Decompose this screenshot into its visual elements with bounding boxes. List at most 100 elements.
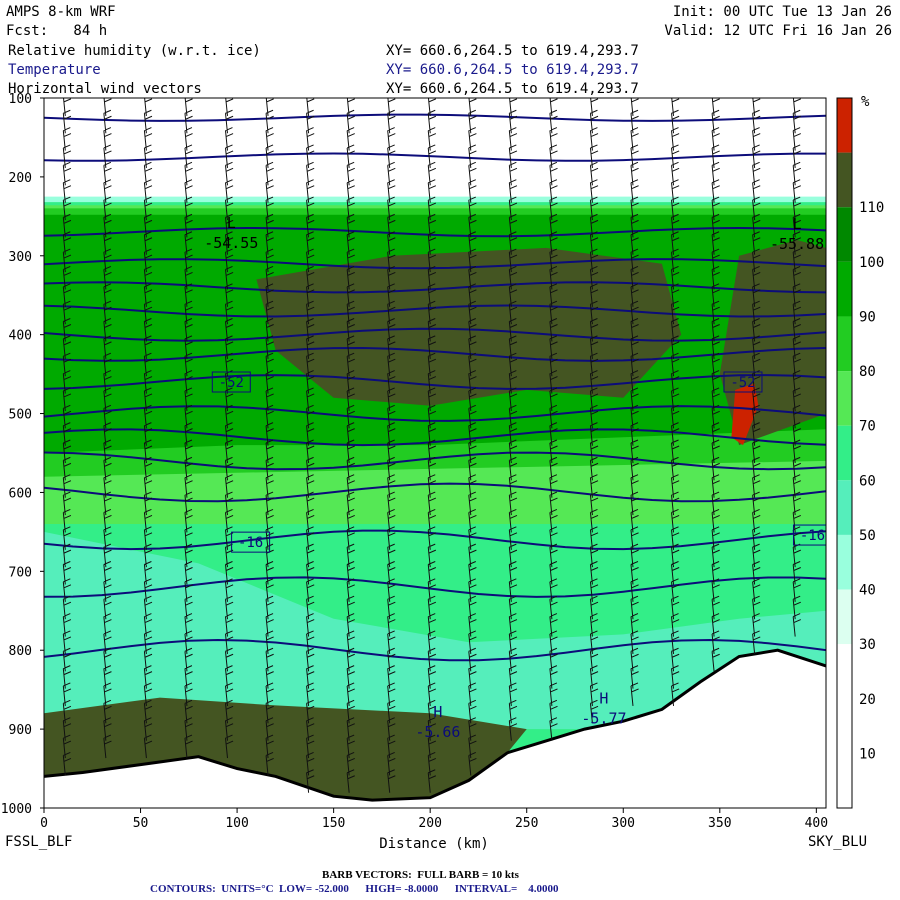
x-tick-label: 100 — [225, 816, 248, 831]
temperature-contour — [44, 482, 826, 503]
field-xy-temperature: XY= 660.6,264.5 to 619.4,293.7 — [386, 62, 639, 78]
colorbar-swatch — [837, 152, 852, 208]
y-tick-label: 600 — [9, 486, 32, 501]
temperature-contour — [44, 281, 826, 294]
colorbar-label: 80 — [859, 364, 876, 380]
x-tick-label: 400 — [805, 816, 828, 831]
contour-label-box — [231, 531, 271, 553]
colorbar-swatch — [837, 425, 852, 481]
wind-barb-path — [184, 98, 193, 759]
colorbar-swatch — [837, 753, 852, 808]
wind-barb-column — [630, 98, 639, 707]
extremum-value: -55.88 — [770, 235, 824, 253]
extremum-value: -5.66 — [415, 723, 460, 741]
wind-barb-column — [711, 98, 720, 672]
temperature-contour — [44, 374, 826, 390]
temperature-contour — [44, 405, 826, 422]
extremum-type: L — [793, 215, 802, 233]
wind-barb-path — [792, 98, 801, 637]
temperature-contour — [44, 258, 826, 270]
colorbar-swatch — [837, 98, 852, 153]
colorbar-label: 100 — [859, 255, 884, 271]
wind-barb-path — [62, 98, 72, 776]
wind-barb-path — [265, 98, 274, 776]
colorbar-label: 60 — [859, 473, 876, 489]
temperature-contour — [44, 226, 826, 238]
colorbar-unit: % — [861, 94, 870, 110]
wind-barb-path — [711, 98, 720, 672]
wind-barb-path — [387, 98, 396, 793]
temperature-contour — [44, 638, 826, 662]
x-tick-label: 350 — [708, 816, 731, 831]
y-tick-label: 200 — [9, 171, 32, 186]
temperature-contour — [44, 346, 826, 362]
extremum-type: H — [433, 703, 442, 721]
colorbar-swatch — [837, 207, 852, 262]
x-tick-label: 50 — [133, 816, 149, 831]
wind-barb-column — [346, 98, 355, 793]
field-xy-wind: XY= 660.6,264.5 to 619.4,293.7 — [386, 81, 639, 97]
wind-barb-path — [589, 98, 599, 724]
x-tick-label: 200 — [418, 816, 441, 831]
rh-band-110 — [731, 383, 759, 446]
wind-barb-column — [671, 98, 680, 707]
extremum-type: H — [599, 690, 608, 708]
y-tick-label: 900 — [9, 723, 32, 738]
colorbar-swatch — [837, 589, 852, 645]
wind-barb-path — [143, 98, 153, 759]
wind-barb-path — [103, 98, 112, 759]
terrain-line — [44, 648, 826, 802]
wind-barb-path — [225, 98, 234, 759]
y-tick-label: 1000 — [1, 802, 32, 817]
rh-band-50 — [44, 531, 826, 730]
temperature-contour — [44, 327, 826, 342]
x-tick-label: 250 — [515, 816, 538, 831]
colorbar-swatch — [837, 316, 852, 372]
wind-barb-column — [468, 98, 477, 776]
colorbar-label: 90 — [859, 309, 876, 325]
wind-barb-column — [265, 98, 274, 776]
contour-legend: CONTOURS: UNITS=°C LOW= -52.000 HIGH= -8… — [150, 883, 559, 895]
contour-label: -16 — [238, 535, 263, 551]
init-time: Init: 00 UTC Tue 13 Jan 26 — [672, 4, 892, 20]
valid-time: Valid: 12 UTC Fri 16 Jan 26 — [664, 23, 892, 39]
colorbar-label: 20 — [859, 692, 876, 708]
left-station-label: FSSL_BLF — [5, 834, 73, 850]
temperature-contour — [44, 113, 826, 122]
wind-barb-column — [103, 98, 112, 759]
colorbar-swatch — [837, 644, 852, 699]
field-label-rh: Relative humidity (w.r.t. ice) — [8, 43, 261, 59]
rh-band-100-mid — [256, 247, 682, 406]
wind-barb-column — [62, 98, 72, 776]
y-tick-label: 700 — [9, 565, 32, 580]
x-tick-label: 300 — [612, 816, 635, 831]
colorbar-swatch — [837, 261, 852, 317]
temperature-contour — [44, 428, 826, 447]
contour-label: -52 — [219, 375, 244, 391]
extremum-value: -5.77 — [581, 710, 626, 728]
colorbar-label: 50 — [859, 528, 876, 544]
wind-barb-column — [387, 98, 396, 793]
field-label-temperature: Temperature — [8, 62, 101, 78]
wind-barb-path — [549, 98, 558, 741]
plot-frame — [43, 97, 827, 809]
y-tick-label: 100 — [9, 92, 32, 107]
extremum-value: -54.55 — [204, 234, 258, 252]
wind-barb-column — [549, 98, 558, 741]
wind-barb-path — [630, 98, 639, 707]
wind-barb-column — [589, 98, 599, 724]
colorbar-label: 30 — [859, 637, 876, 653]
field-label-wind: Horizontal wind vectors — [8, 81, 202, 97]
right-station-label: SKY_BLU — [808, 834, 868, 850]
colorbar-label: 10 — [859, 746, 876, 762]
x-tick-label: 150 — [322, 816, 345, 831]
colorbar-label: 70 — [859, 419, 876, 435]
contour-label-box — [792, 524, 826, 546]
temperature-contour — [44, 451, 826, 471]
colorbar-frame — [836, 97, 853, 809]
wind-barb-path — [306, 98, 315, 793]
colorbar-label: 40 — [859, 583, 876, 599]
y-tick-label: 400 — [9, 329, 32, 344]
model-title: AMPS 8-km WRF — [6, 4, 116, 20]
